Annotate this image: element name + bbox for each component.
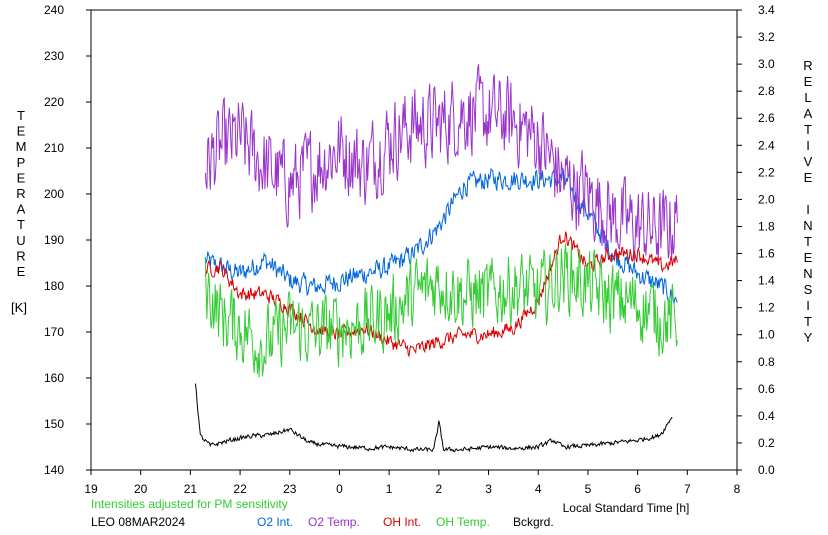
right-axis-label-letter: E [804,170,813,185]
left-axis-label-letter: E [17,170,26,185]
x-tick-label: 8 [734,482,741,496]
right-tick-label: 3.4 [758,3,775,17]
legend-entry: Bckgrd. [513,515,554,529]
left-tick-label: 150 [44,417,64,431]
right-tick-label: 1.6 [758,247,775,261]
left-tick-label: 170 [44,325,64,339]
right-axis-label-letter: I [806,298,810,313]
right-axis-label-letter: E [804,74,813,89]
right-tick-label: 3.2 [758,30,775,44]
left-axis-label-letter: R [16,186,25,201]
right-tick-label: 0.6 [758,382,775,396]
left-tick-label: 200 [44,187,64,201]
x-tick-label: 7 [684,482,691,496]
right-axis-label-letter: T [804,314,812,329]
x-tick-label: 23 [283,482,297,496]
x-tick-label: 2 [436,482,443,496]
right-axis-label-letter: I [806,138,810,153]
left-axis-label-letter: U [16,233,25,248]
x-tick-label: 6 [634,482,641,496]
right-tick-label: 0.0 [758,463,775,477]
x-tick-label: 3 [485,482,492,496]
left-tick-label: 190 [44,233,64,247]
right-tick-label: 2.6 [758,111,775,125]
right-axis-label-letter: N [803,218,812,233]
left-axis-label-letter: E [17,124,26,139]
left-tick-label: 230 [44,49,64,63]
right-axis-ticks: 0.0 0.2 0.4 0.6 0.8 1.0 1.2 1.4 1.6 1.8 2.0 2.2 2.4 2… [737,3,775,477]
right-axis-label-letter: S [804,282,813,297]
right-tick-label: 1.2 [758,301,775,315]
legend-entry: O2 Temp. [308,515,360,529]
series-line-o2-temp [204,64,678,262]
legend-entry: O2 Int. [257,515,293,529]
right-tick-label: 1.4 [758,274,775,288]
right-tick-label: 2.4 [758,138,775,152]
series-line-bckgrd [194,383,673,453]
left-tick-label: 160 [44,371,64,385]
series-line-oh-temp [204,243,678,378]
right-axis-label-letter: V [804,154,813,169]
right-axis-label-letter: I [806,202,810,217]
right-axis-label-letter: A [804,106,813,121]
x-tick-label: 21 [184,482,198,496]
right-tick-label: 1.8 [758,219,775,233]
legend: O2 Int. O2 Temp. OH Int. OH Temp. Bckgrd. [257,515,554,529]
left-axis-label-letter: T [17,217,25,232]
right-tick-label: 2.0 [758,192,775,206]
right-axis-label-letter: T [804,234,812,249]
left-axis-label-letter: P [17,155,26,170]
x-tick-label: 1 [386,482,393,496]
right-axis-label-letter: R [803,58,812,73]
left-axis-label-letter: E [17,264,26,279]
right-axis-label-letter: T [804,122,812,137]
right-tick-label: 2.2 [758,165,775,179]
x-tick-label: 5 [585,482,592,496]
right-tick-label: 0.8 [758,355,775,369]
x-tick-label: 19 [84,482,98,496]
left-axis-ticks: 140 150 160 170 180 190 200 210 220 230 240 [44,3,91,477]
series-line-oh-int [204,230,678,358]
right-axis-label-letter: E [804,250,813,265]
right-tick-label: 1.0 [758,328,775,342]
left-axis-unit: [K] [11,300,27,315]
right-tick-label: 0.4 [758,409,775,423]
right-axis-label-letter: Y [804,330,813,345]
left-tick-label: 240 [44,3,64,17]
sensitivity-note: Intensities adjusted for PM sensitivity [91,497,288,511]
series-layer [194,64,678,453]
station-date: LEO 08MAR2024 [91,515,185,529]
legend-entry: OH Temp. [436,515,490,529]
left-tick-label: 220 [44,95,64,109]
series-line-o2-int [204,167,678,306]
x-axis-ticks: 19 20 21 22 23 0 1 2 3 4 5 6 7 8 [84,470,741,496]
left-tick-label: 180 [44,279,64,293]
x-tick-label: 20 [134,482,148,496]
right-axis-label-letter: N [803,266,812,281]
left-axis-label-letter: A [17,202,26,217]
left-tick-label: 140 [44,463,64,477]
x-tick-label: 4 [535,482,542,496]
right-axis-label-letter: L [804,90,811,105]
left-axis-label-letter: R [16,248,25,263]
left-tick-label: 210 [44,141,64,155]
right-tick-label: 2.8 [758,84,775,98]
x-tick-label: 0 [336,482,343,496]
left-axis-label-letter: T [17,108,25,123]
right-tick-label: 3.0 [758,57,775,71]
x-axis-label: Local Standard Time [h] [563,501,690,515]
x-tick-label: 22 [233,482,247,496]
left-axis-label-letter: M [16,139,27,154]
right-tick-label: 0.2 [758,436,775,450]
legend-entry: OH Int. [383,515,421,529]
